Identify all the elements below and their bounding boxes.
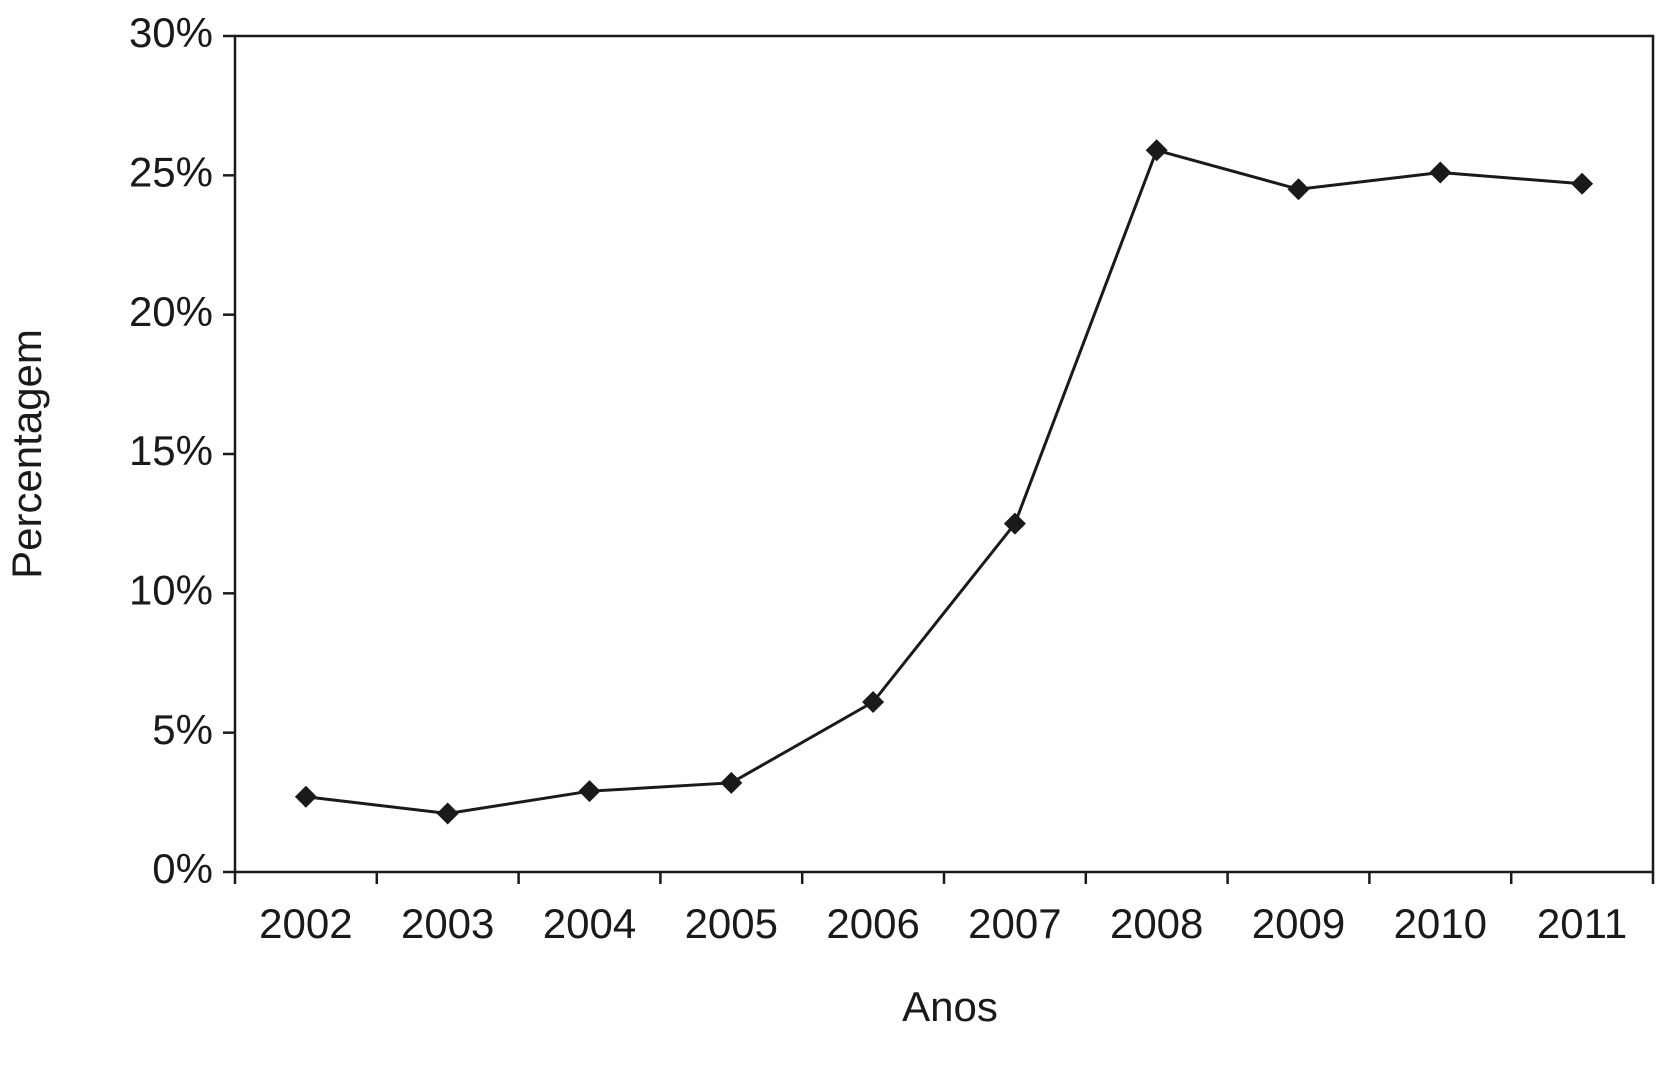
data-marker bbox=[1429, 161, 1452, 184]
data-line bbox=[305, 148, 1583, 815]
x-tick-label: 2009 bbox=[1252, 900, 1345, 947]
y-axis-title: Percentagem bbox=[3, 329, 50, 579]
x-tick-label: 2002 bbox=[259, 900, 352, 947]
y-tick-label: 15% bbox=[129, 427, 213, 474]
x-tick-label: 2004 bbox=[543, 900, 636, 947]
y-tick-label: 30% bbox=[129, 9, 213, 56]
x-tick-label: 2008 bbox=[1110, 900, 1203, 947]
x-tick-label: 2006 bbox=[826, 900, 919, 947]
plot-frame bbox=[233, 34, 1655, 874]
data-marker bbox=[436, 802, 459, 825]
data-marker bbox=[862, 691, 885, 714]
y-tick-label: 10% bbox=[129, 566, 213, 613]
data-marker bbox=[720, 771, 743, 794]
x-tick-label: 2003 bbox=[401, 900, 494, 947]
x-tick-label: 2010 bbox=[1394, 900, 1487, 947]
x-tick-label: 2007 bbox=[968, 900, 1061, 947]
data-marker bbox=[1145, 139, 1168, 162]
x-tick-label: 2011 bbox=[1537, 900, 1627, 947]
x-axis-title: Anos bbox=[902, 983, 998, 1030]
data-marker bbox=[1571, 172, 1594, 195]
y-tick-label: 20% bbox=[129, 288, 213, 335]
data-marker bbox=[578, 780, 601, 803]
y-tick-label: 5% bbox=[152, 706, 213, 753]
data-marker bbox=[1287, 178, 1310, 201]
y-tick-label: 0% bbox=[152, 845, 213, 892]
data-marker bbox=[294, 785, 317, 808]
x-tick-label: 2005 bbox=[685, 900, 778, 947]
data-marker bbox=[1003, 512, 1026, 535]
y-tick-label: 25% bbox=[129, 148, 213, 195]
